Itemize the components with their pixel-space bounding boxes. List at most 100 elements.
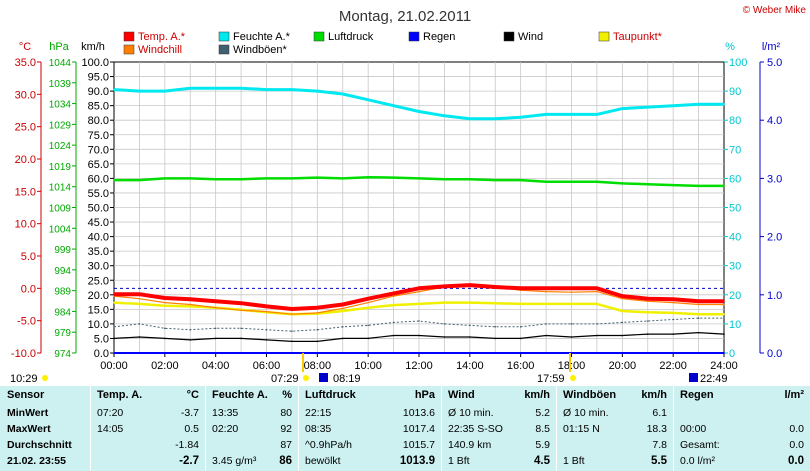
table-cell-value: -1.84 [175, 439, 199, 451]
data-point-windböen [164, 327, 166, 330]
data-point-windchill [291, 313, 293, 316]
table-column-header: Feuchte A. [212, 389, 268, 401]
row-label-column: Sensor MinWert MaxWert Durchschnitt 21.0… [0, 386, 90, 471]
table-cell-note: Ø 10 min. [448, 407, 494, 419]
table-cell-value: 0.0 [789, 439, 804, 451]
moonrise-time-label: 22:49 [700, 373, 728, 385]
tick-label-humidity: 30 [729, 261, 741, 273]
data-point-windböen [418, 320, 420, 322]
data-point-feuchte-a [214, 87, 217, 89]
table-cell-value: 8.5 [535, 423, 550, 435]
tick-label-humidity: 40 [729, 232, 741, 244]
tick-label-rain: 4.0 [767, 115, 782, 127]
table-column-header: Windböen [563, 389, 617, 401]
moonset-time-label: 08:19 [333, 373, 361, 385]
tick-label-time: 00:00 [100, 360, 128, 372]
table-cell-note: 1 Bft [563, 455, 585, 467]
tick-label-humidity: 70 [729, 144, 741, 156]
data-point-wind [494, 337, 497, 340]
data-point-taupunkt [570, 303, 573, 305]
legend-swatch [218, 31, 230, 42]
data-point-wind [596, 334, 598, 337]
legend: Temp. A.* Feuchte A.* Luftdruck Regen Wind Ta… [123, 31, 663, 56]
data-point-temp-a [265, 305, 268, 308]
sunrise-icon [303, 375, 309, 381]
tick-label-humidity: 50 [729, 203, 741, 215]
tick-label-rain: 5.0 [767, 57, 782, 69]
table-cell-note: 1 Bft [448, 455, 470, 467]
data-point-windböen [291, 330, 293, 332]
tick-label-wind: 55.0 [88, 188, 109, 200]
tick-label-wind: 70.0 [88, 144, 109, 156]
data-point-taupunkt [392, 304, 395, 306]
tick-label-pressure: 1044 [49, 58, 72, 69]
tick-label-wind: 35.0 [88, 246, 109, 258]
legend-swatch [408, 31, 420, 42]
tick-label-humidity: 20 [729, 290, 741, 302]
data-point-taupunkt [646, 311, 649, 314]
data-point-wind [291, 340, 293, 343]
axis-unit-temp: °C [19, 41, 31, 53]
data-point-feuchte-a [519, 116, 522, 119]
data-point-feuchte-a [646, 106, 649, 108]
table-column-unit: km/h [524, 389, 550, 401]
table-cell-note: 0.0 l/m² [680, 455, 716, 467]
data-point-windchill [316, 312, 319, 314]
data-point-feuchte-a [367, 99, 369, 101]
data-point-wind [443, 336, 446, 338]
tick-label-pressure: 984 [54, 307, 71, 318]
data-point-windchill [570, 291, 573, 294]
table-cell-value: 4.5 [534, 455, 550, 467]
tick-label-pressure: 1024 [49, 141, 72, 152]
data-point-feuchte-a [189, 87, 192, 89]
table-cell-value: 0.0 [788, 455, 804, 467]
legend-swatch [313, 31, 325, 42]
data-point-feuchte-a [418, 110, 420, 113]
data-point-temp-a [723, 300, 725, 303]
data-point-luftdruck [138, 179, 141, 181]
tick-label-humidity: 0 [729, 348, 735, 360]
legend-label: Feuchte A.* [233, 31, 291, 43]
axis-unit-rain: l/m² [762, 41, 781, 53]
table-cell-value: 86 [279, 455, 292, 467]
tick-label-time: 08:00 [304, 360, 332, 372]
legend-swatch [218, 44, 230, 55]
data-point-temp-a [697, 300, 700, 303]
sunset-icon [570, 375, 576, 381]
data-point-windchill [367, 301, 369, 304]
data-point-luftdruck [646, 183, 649, 186]
data-point-luftdruck [621, 182, 624, 185]
tick-label-pressure: 1004 [49, 224, 72, 235]
tick-label-temp: 25.0 [15, 122, 36, 134]
tick-label-pressure: 1019 [49, 162, 72, 173]
legend-label: Luftdruck [328, 31, 374, 43]
tick-label-wind: 30.0 [88, 261, 109, 273]
data-point-windchill [392, 295, 395, 297]
plot-area [113, 61, 725, 354]
data-point-feuchte-a [469, 117, 471, 120]
data-point-windböen [113, 326, 115, 328]
tick-label-temp: 30.0 [15, 89, 36, 101]
tick-label-wind: 10.0 [88, 319, 109, 331]
table-cell-value: 6.1 [652, 407, 667, 419]
table-cell-value: 1013.6 [402, 407, 435, 419]
tick-label-temp: -5.0 [17, 316, 36, 328]
table-cell-value: -3.7 [180, 407, 199, 419]
tick-label-wind: 5.0 [94, 333, 109, 345]
table-column-header: Wind [448, 389, 475, 401]
data-point-luftdruck [316, 176, 319, 179]
data-point-feuchte-a [697, 103, 700, 105]
table-column-unit: % [282, 389, 292, 401]
tick-label-wind: 75.0 [88, 130, 109, 142]
data-point-wind [545, 334, 547, 337]
table-cell-value: 80 [280, 407, 292, 419]
data-point-wind [341, 337, 344, 340]
data-point-temp-a [545, 287, 547, 290]
data-point-taupunkt [367, 306, 369, 309]
tick-label-time: 20:00 [609, 360, 637, 372]
data-point-windchill [240, 309, 242, 312]
data-point-taupunkt [469, 301, 471, 304]
data-point-windböen [316, 328, 319, 331]
data-point-wind [265, 339, 268, 341]
data-point-luftdruck [494, 179, 497, 181]
